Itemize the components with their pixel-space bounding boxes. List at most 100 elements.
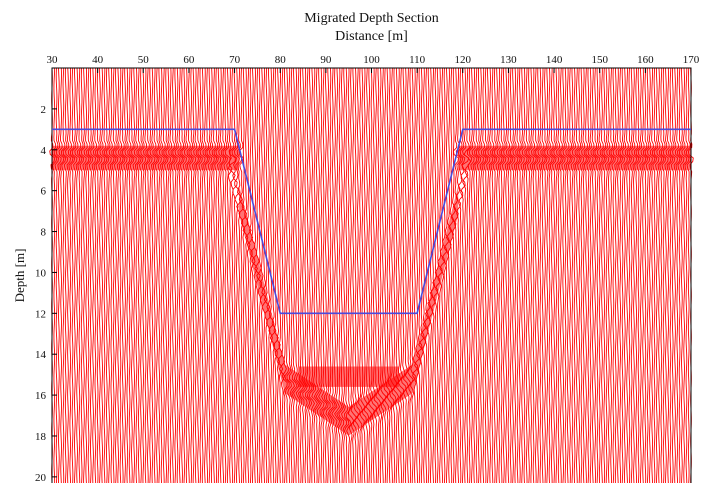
seismic-trace — [684, 67, 690, 483]
seismic-trace — [215, 67, 222, 483]
seismic-trace — [658, 67, 665, 483]
seismic-trace — [77, 67, 83, 483]
x-tick-label: 120 — [455, 54, 472, 66]
seismic-trace — [581, 67, 587, 483]
seismic-trace — [179, 67, 185, 483]
seismic-trace — [202, 67, 209, 483]
seismic-trace — [313, 67, 321, 483]
seismic-trace — [571, 67, 578, 483]
seismic-trace — [644, 67, 651, 483]
seismic-trace — [86, 67, 92, 483]
seismic-trace — [526, 67, 532, 483]
seismic-trace — [242, 67, 249, 483]
seismic-trace — [678, 67, 685, 483]
x-tick-label: 70 — [229, 54, 241, 66]
seismic-trace — [261, 67, 268, 483]
seismic-trace — [131, 67, 137, 483]
seismic-trace — [129, 67, 135, 483]
seismic-trace — [665, 67, 672, 483]
seismic-trace — [461, 67, 470, 483]
seismic-trace — [90, 67, 97, 483]
seismic-trace — [272, 67, 279, 483]
seismic-trace — [147, 67, 153, 483]
seismic-trace — [619, 67, 626, 483]
seismic-trace — [281, 67, 288, 483]
seismic-trace — [551, 67, 557, 483]
seismic-trace — [519, 67, 525, 483]
seismic-trace — [133, 67, 140, 483]
seismic-trace — [615, 67, 622, 483]
seismic-trace — [163, 67, 169, 483]
seismic-trace — [635, 67, 642, 483]
seismic-trace — [204, 67, 210, 483]
seismic-trace — [459, 67, 466, 483]
seismic-trace — [55, 67, 62, 483]
seismic-trace — [599, 67, 606, 483]
seismic-trace — [535, 67, 541, 483]
seismic-trace — [286, 67, 292, 483]
seismic-trace — [188, 67, 194, 483]
seismic-trace — [493, 67, 500, 483]
x-tick-label: 60 — [183, 54, 195, 66]
seismic-trace — [463, 67, 472, 483]
seismic-trace — [646, 67, 653, 483]
seismic-trace — [574, 67, 581, 483]
seismic-trace — [224, 67, 231, 483]
seismic-trace — [266, 67, 272, 483]
seismic-trace — [220, 67, 227, 483]
seismic-trace — [471, 67, 478, 483]
seismic-trace — [174, 67, 181, 483]
seismic-trace — [656, 67, 663, 483]
seismic-trace — [483, 67, 489, 483]
x-axis-ticks: 30 40 50 60 70 80 90 100 110 120 130 140 150 160 170 — [47, 54, 700, 73]
seismic-trace — [480, 67, 487, 483]
y-tick-label: 2 — [41, 104, 47, 116]
seismic-trace — [490, 67, 496, 483]
seismic-traces — [49, 67, 694, 483]
seismic-trace — [124, 67, 131, 483]
seismic-trace — [236, 67, 243, 483]
seismic-trace — [53, 67, 60, 483]
seismic-trace — [136, 67, 142, 483]
y-tick-label: 16 — [35, 390, 47, 402]
seismic-trace — [594, 67, 601, 483]
seismic-trace — [145, 67, 151, 483]
seismic-trace — [569, 67, 575, 483]
seismic-trace — [416, 67, 423, 483]
seismic-trace — [67, 67, 74, 483]
seismic-trace — [608, 67, 615, 483]
seismic-trace — [181, 67, 187, 483]
seismic-trace — [51, 67, 58, 483]
seismic-trace — [259, 67, 266, 483]
seismic-trace — [441, 67, 448, 483]
seismic-trace — [549, 67, 555, 483]
seismic-trace — [165, 67, 172, 483]
seismic-trace — [585, 67, 591, 483]
seismic-trace — [60, 67, 67, 483]
seismic-trace — [407, 67, 414, 483]
seismic-trace — [414, 67, 421, 483]
seismic-trace — [450, 67, 457, 483]
seismic-trace — [149, 67, 156, 483]
seismic-trace — [612, 67, 619, 483]
seismic-trace — [127, 67, 133, 483]
seismic-trace — [512, 67, 519, 483]
seismic-trace — [62, 67, 69, 483]
seismic-trace — [537, 67, 544, 483]
seismic-trace — [78, 67, 85, 483]
seismic-trace — [672, 67, 678, 483]
x-tick-label: 80 — [275, 54, 287, 66]
seismic-trace — [65, 67, 72, 483]
seismic-trace — [238, 67, 245, 483]
seismic-trace — [382, 67, 389, 483]
seismic-trace — [391, 67, 398, 483]
seismic-trace — [227, 67, 236, 483]
seismic-trace — [138, 67, 144, 483]
seismic-trace — [183, 67, 190, 483]
seismic-trace — [631, 67, 638, 483]
seismic-trace — [227, 67, 233, 483]
seismic-trace — [686, 67, 692, 483]
seismic-trace — [111, 67, 117, 483]
seismic-trace — [443, 67, 450, 483]
seismic-trace — [206, 67, 213, 483]
